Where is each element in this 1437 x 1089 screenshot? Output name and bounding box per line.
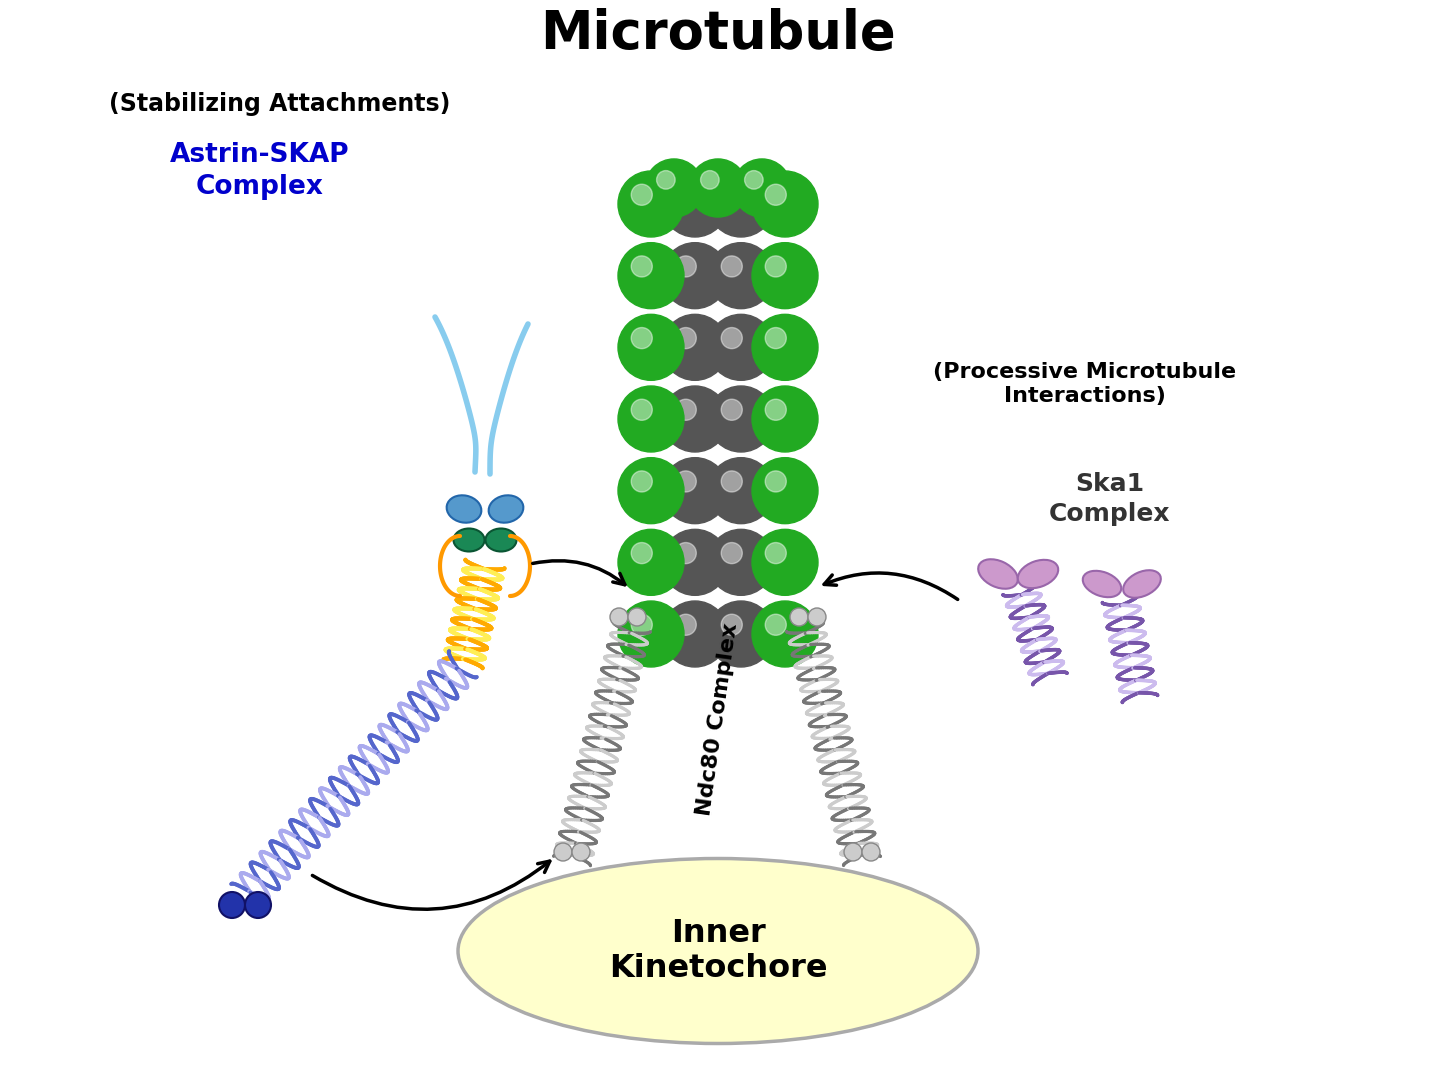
Circle shape bbox=[618, 457, 684, 524]
Circle shape bbox=[609, 608, 628, 626]
Circle shape bbox=[675, 256, 697, 277]
Circle shape bbox=[662, 315, 729, 380]
Circle shape bbox=[764, 470, 786, 492]
Circle shape bbox=[764, 542, 786, 564]
Circle shape bbox=[708, 529, 775, 596]
Circle shape bbox=[662, 386, 729, 452]
Circle shape bbox=[618, 386, 684, 452]
Ellipse shape bbox=[489, 495, 523, 523]
Circle shape bbox=[752, 457, 818, 524]
Circle shape bbox=[764, 256, 786, 277]
Circle shape bbox=[631, 184, 652, 206]
Circle shape bbox=[675, 470, 697, 492]
Circle shape bbox=[733, 159, 790, 217]
Circle shape bbox=[764, 328, 786, 348]
Circle shape bbox=[752, 315, 818, 380]
Circle shape bbox=[662, 457, 729, 524]
Circle shape bbox=[764, 614, 786, 635]
Text: Microtubule: Microtubule bbox=[540, 8, 895, 60]
Circle shape bbox=[618, 529, 684, 596]
Circle shape bbox=[244, 892, 272, 918]
Circle shape bbox=[721, 400, 743, 420]
Circle shape bbox=[721, 542, 743, 564]
Text: (Stabilizing Attachments): (Stabilizing Attachments) bbox=[109, 91, 451, 117]
Text: Ska1
Complex: Ska1 Complex bbox=[1049, 473, 1171, 526]
Circle shape bbox=[631, 542, 652, 564]
Circle shape bbox=[657, 171, 675, 189]
Circle shape bbox=[662, 601, 729, 666]
Circle shape bbox=[218, 892, 244, 918]
Circle shape bbox=[701, 171, 718, 189]
Circle shape bbox=[721, 470, 743, 492]
Circle shape bbox=[631, 614, 652, 635]
Circle shape bbox=[631, 328, 652, 348]
Circle shape bbox=[721, 328, 743, 348]
Circle shape bbox=[752, 529, 818, 596]
Circle shape bbox=[662, 171, 729, 237]
Ellipse shape bbox=[486, 528, 516, 551]
Circle shape bbox=[555, 843, 572, 861]
Text: Astrin-SKAP
Complex: Astrin-SKAP Complex bbox=[170, 142, 349, 200]
Circle shape bbox=[618, 315, 684, 380]
Circle shape bbox=[708, 386, 775, 452]
Circle shape bbox=[764, 184, 786, 206]
Circle shape bbox=[675, 542, 697, 564]
Circle shape bbox=[744, 171, 763, 189]
Ellipse shape bbox=[1082, 571, 1121, 597]
Circle shape bbox=[688, 159, 747, 217]
Ellipse shape bbox=[454, 528, 484, 551]
Ellipse shape bbox=[979, 560, 1017, 589]
Circle shape bbox=[618, 601, 684, 666]
Circle shape bbox=[752, 386, 818, 452]
Circle shape bbox=[790, 608, 808, 626]
Circle shape bbox=[844, 843, 862, 861]
Circle shape bbox=[645, 159, 703, 217]
Circle shape bbox=[721, 256, 743, 277]
Ellipse shape bbox=[458, 858, 979, 1043]
Circle shape bbox=[708, 457, 775, 524]
Circle shape bbox=[708, 243, 775, 308]
Circle shape bbox=[752, 243, 818, 308]
Circle shape bbox=[675, 184, 697, 206]
Circle shape bbox=[808, 608, 826, 626]
Circle shape bbox=[708, 171, 775, 237]
Circle shape bbox=[862, 843, 879, 861]
Text: Ndc80 Complex: Ndc80 Complex bbox=[694, 622, 741, 817]
Circle shape bbox=[572, 843, 591, 861]
Circle shape bbox=[675, 400, 697, 420]
Circle shape bbox=[752, 601, 818, 666]
Ellipse shape bbox=[447, 495, 481, 523]
Circle shape bbox=[675, 614, 697, 635]
Circle shape bbox=[662, 529, 729, 596]
Text: Inner
Kinetochore: Inner Kinetochore bbox=[609, 918, 828, 984]
Text: (Processive Microtubule
Interactions): (Processive Microtubule Interactions) bbox=[934, 362, 1237, 406]
Circle shape bbox=[628, 608, 647, 626]
Circle shape bbox=[618, 171, 684, 237]
Circle shape bbox=[752, 171, 818, 237]
Circle shape bbox=[708, 315, 775, 380]
Circle shape bbox=[721, 614, 743, 635]
Circle shape bbox=[631, 256, 652, 277]
Ellipse shape bbox=[1017, 560, 1058, 588]
Ellipse shape bbox=[1124, 571, 1161, 598]
Circle shape bbox=[675, 328, 697, 348]
Circle shape bbox=[662, 243, 729, 308]
Circle shape bbox=[618, 243, 684, 308]
Circle shape bbox=[764, 400, 786, 420]
Circle shape bbox=[631, 470, 652, 492]
Circle shape bbox=[721, 184, 743, 206]
Circle shape bbox=[631, 400, 652, 420]
Circle shape bbox=[708, 601, 775, 666]
